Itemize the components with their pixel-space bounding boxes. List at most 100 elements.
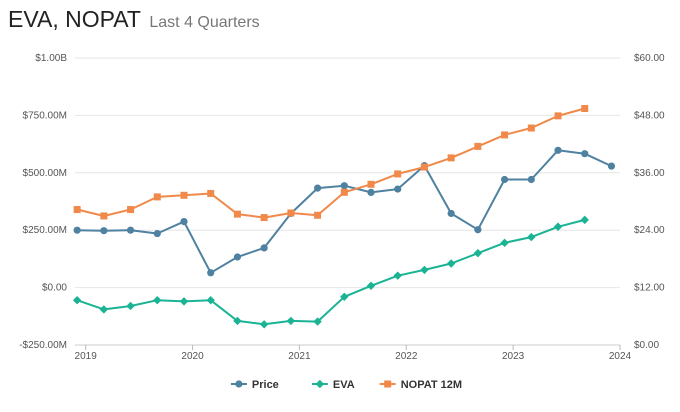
data-point[interactable] — [313, 317, 322, 326]
data-point[interactable] — [553, 222, 563, 231]
data-point[interactable] — [180, 191, 188, 199]
data-point[interactable] — [581, 105, 589, 113]
data-point[interactable] — [179, 297, 189, 306]
data-point[interactable] — [207, 189, 215, 197]
data-point[interactable] — [447, 209, 455, 218]
data-point[interactable] — [420, 265, 429, 275]
data-point[interactable] — [474, 226, 482, 234]
data-point[interactable] — [367, 180, 375, 188]
data-point[interactable] — [153, 193, 161, 201]
data-point[interactable] — [394, 170, 402, 178]
data-point[interactable] — [260, 214, 268, 222]
data-point[interactable] — [554, 112, 562, 120]
data-point[interactable] — [233, 316, 242, 326]
data-point[interactable] — [340, 188, 348, 196]
data-point[interactable] — [366, 281, 376, 290]
right-tick-label: $48.00 — [634, 110, 665, 121]
legend-label: NOPAT 12M — [401, 379, 462, 391]
left-tick-label: $0.00 — [42, 283, 67, 294]
data-point[interactable] — [126, 301, 135, 311]
data-point[interactable] — [287, 209, 295, 217]
data-point[interactable] — [260, 244, 268, 252]
data-point[interactable] — [73, 226, 81, 234]
right-tick-label: $0.00 — [634, 340, 659, 351]
legend[interactable]: Price EVA NOPAT 12M — [230, 379, 462, 391]
series-line — [76, 107, 585, 219]
data-point[interactable] — [153, 296, 162, 305]
left-tick-label: $1.00B — [35, 53, 67, 64]
legend-item-nopat-12m[interactable]: NOPAT 12M — [379, 379, 462, 391]
left-tick-label: $500.00M — [23, 168, 67, 179]
data-point[interactable] — [527, 232, 536, 242]
chart-subtitle: Last 4 Quarters — [149, 14, 260, 31]
right-tick-label: $12.00 — [634, 283, 665, 294]
right-tick-label: $36.00 — [634, 168, 665, 179]
data-point[interactable] — [286, 316, 296, 326]
data-point[interactable] — [394, 185, 402, 193]
data-point[interactable] — [233, 210, 241, 218]
data-point[interactable] — [581, 150, 589, 158]
right-tick-label: $60.00 — [634, 53, 665, 64]
data-point[interactable] — [72, 296, 82, 305]
series-line — [77, 149, 612, 274]
data-point[interactable] — [127, 206, 135, 214]
series-line — [76, 218, 585, 326]
chart-title: EVA, NOPAT — [8, 6, 141, 32]
left-axis-ticks: $1.00B $750.00M $500.00M $250.00M $0.00 -$250… — [19, 53, 67, 351]
legend-marker — [315, 379, 325, 389]
data-point[interactable] — [314, 211, 322, 219]
data-point[interactable] — [100, 227, 108, 235]
data-point[interactable] — [473, 248, 483, 258]
legend-marker — [384, 380, 392, 388]
data-point[interactable] — [207, 269, 215, 277]
data-point[interactable] — [607, 162, 616, 170]
data-point[interactable] — [126, 226, 135, 234]
x-tick-label: 2024 — [609, 351, 632, 362]
data-point[interactable] — [233, 253, 242, 261]
grid-lines — [75, 57, 620, 346]
x-tick-label: 2020 — [181, 351, 204, 362]
data-point[interactable] — [206, 296, 215, 305]
right-tick-label: $24.00 — [634, 225, 665, 236]
legend-label: EVA — [333, 379, 355, 391]
data-point[interactable] — [180, 217, 188, 226]
data-point[interactable] — [100, 212, 108, 220]
data-point[interactable] — [474, 142, 482, 150]
x-tick-label: 2021 — [288, 351, 311, 362]
data-point[interactable] — [99, 305, 109, 314]
data-point[interactable] — [367, 188, 375, 197]
data-point[interactable] — [420, 163, 428, 171]
left-tick-label: $250.00M — [23, 225, 67, 236]
data-point[interactable] — [259, 320, 269, 329]
data-point[interactable] — [501, 131, 509, 139]
data-point[interactable] — [313, 184, 322, 192]
x-axis-ticks: 2019 2020 2021 2022 2023 2024 — [75, 345, 632, 362]
legend-item-price[interactable]: Price — [230, 379, 279, 391]
data-point[interactable] — [340, 182, 348, 190]
series-nopat-12m — [73, 105, 589, 222]
data-point[interactable] — [446, 259, 456, 268]
data-point[interactable] — [393, 271, 402, 280]
left-tick-label: $750.00M — [23, 110, 67, 121]
data-point[interactable] — [447, 154, 455, 162]
legend-marker — [235, 380, 243, 388]
data-point[interactable] — [500, 238, 509, 248]
series-layer — [72, 105, 616, 329]
left-tick-label: -$250.00M — [19, 340, 67, 351]
right-axis-ticks: $60.00 $48.00 $36.00 $24.00 $12.00 $0.00 — [634, 53, 665, 351]
data-point[interactable] — [527, 175, 535, 184]
data-point[interactable] — [153, 229, 161, 238]
chart-header: EVA, NOPAT Last 4 Quarters — [8, 6, 260, 33]
data-point[interactable] — [73, 206, 81, 214]
legend-item-eva[interactable]: EVA — [311, 379, 355, 391]
data-point[interactable] — [500, 175, 509, 184]
data-point[interactable] — [580, 215, 589, 225]
legend-label: Price — [252, 379, 279, 391]
x-tick-label: 2022 — [395, 351, 418, 362]
data-point[interactable] — [554, 146, 562, 154]
data-point[interactable] — [340, 292, 349, 301]
data-point[interactable] — [527, 124, 535, 132]
x-tick-label: 2019 — [75, 351, 98, 362]
